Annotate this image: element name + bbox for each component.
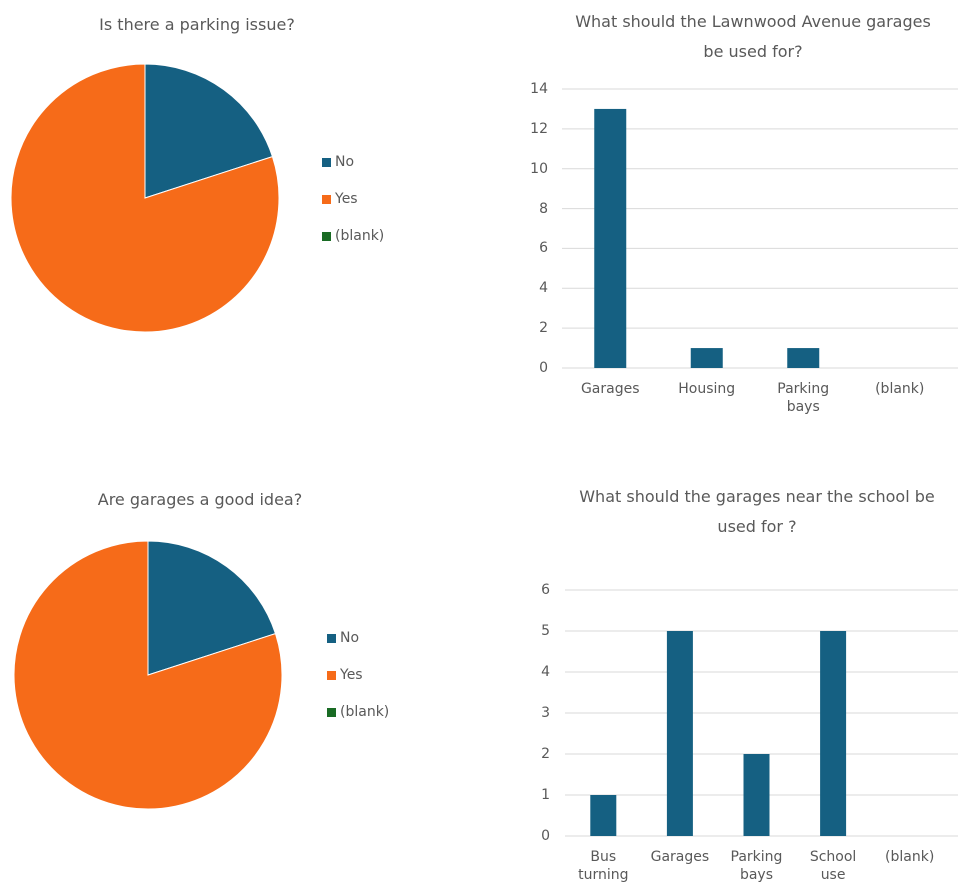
bar [787, 348, 820, 368]
y-tick-label: 1 [541, 787, 550, 803]
y-tick-label: 6 [541, 582, 550, 598]
y-tick-label: 4 [539, 280, 548, 297]
y-tick-label: 4 [541, 664, 550, 680]
legend-label: Yes [335, 191, 358, 207]
legend-swatch [322, 232, 331, 241]
legend-label: (blank) [335, 228, 385, 244]
pie-slice [144, 63, 274, 199]
y-tick-label: 2 [541, 746, 550, 762]
bar [666, 631, 693, 836]
legend-label: No [340, 630, 360, 646]
pie-slice [10, 63, 280, 333]
y-tick-label: 0 [541, 828, 550, 844]
y-tick-label: 14 [530, 81, 548, 97]
pie-slice [147, 540, 277, 676]
bar [743, 754, 770, 836]
bar [690, 348, 723, 368]
legend-label: No [335, 154, 355, 170]
bar [590, 795, 617, 836]
y-tick-label: 6 [539, 240, 548, 257]
chart-title: What should the garages near the school … [579, 487, 935, 536]
y-tick-label: 12 [530, 120, 548, 137]
y-tick-label: 0 [539, 360, 548, 376]
x-tick-label: Parking bays [777, 381, 830, 415]
legend-swatch [322, 195, 331, 204]
legend-label: Yes [340, 667, 363, 683]
chart-title: Is there a parking issue? [99, 15, 295, 34]
chart-title: Are garages a good idea? [97, 490, 303, 509]
y-tick-label: 2 [539, 320, 548, 337]
x-tick-label: Parking bays [730, 849, 783, 883]
x-tick-label: Garages [580, 381, 640, 397]
legend-swatch [322, 158, 331, 167]
x-tick-label: (blank) [875, 381, 925, 397]
y-tick-label: 3 [541, 705, 550, 721]
legend-swatch [327, 671, 336, 680]
y-tick-label: 5 [541, 623, 550, 639]
x-tick-label: School use [809, 849, 857, 883]
legend-label: (blank) [340, 704, 390, 720]
legend-swatch [327, 708, 336, 717]
x-tick-label: Bus turning [578, 849, 629, 883]
x-tick-label: Housing [678, 381, 736, 397]
y-tick-label: 10 [530, 160, 548, 177]
bar [594, 108, 627, 368]
pie-slice [13, 540, 283, 810]
x-tick-label: (blank) [885, 849, 935, 865]
x-tick-label: Garages [650, 849, 710, 865]
chart-title: What should the Lawnwood Avenue garages … [575, 12, 931, 61]
bar [820, 631, 847, 836]
legend-swatch [327, 634, 336, 643]
y-tick-label: 8 [539, 200, 548, 217]
